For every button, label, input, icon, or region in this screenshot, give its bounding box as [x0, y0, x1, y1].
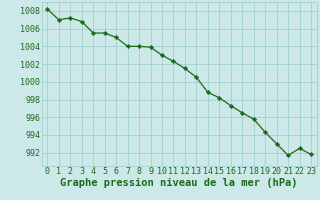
- X-axis label: Graphe pression niveau de la mer (hPa): Graphe pression niveau de la mer (hPa): [60, 178, 298, 188]
